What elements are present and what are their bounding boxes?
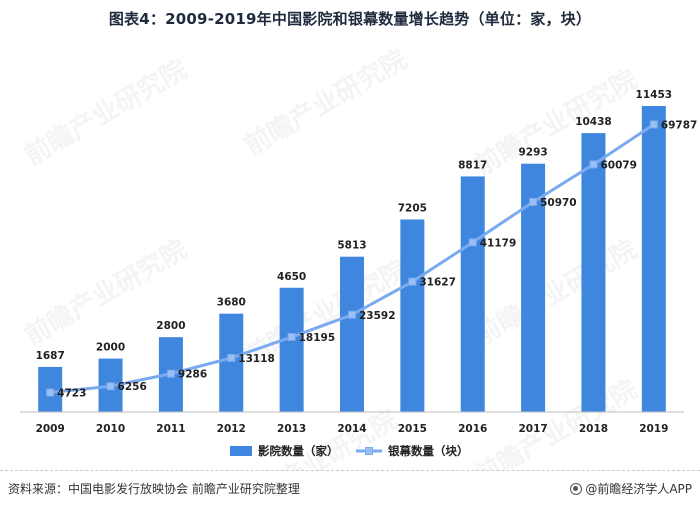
bar-value-label: 8817	[458, 159, 487, 171]
line-value-label: 60079	[600, 159, 637, 171]
screens-line-group	[46, 120, 658, 397]
screens-marker	[166, 369, 175, 378]
x-tick-label: 2009	[36, 423, 65, 435]
line-value-label: 50970	[540, 197, 577, 209]
x-tick-label: 2013	[277, 423, 306, 435]
legend: 影院数量（家） 银幕数量（块）	[230, 444, 469, 458]
bars-group	[38, 105, 666, 412]
legend-marker-screens	[365, 447, 373, 455]
line-value-label: 41179	[480, 237, 517, 249]
x-tick-label: 2019	[639, 423, 668, 435]
bar-cinemas	[581, 133, 606, 412]
screens-marker	[589, 160, 598, 169]
screens-marker	[287, 333, 296, 342]
chart-title: 图表4：2009-2019年中国影院和银幕数量增长趋势（单位：家，块）	[108, 10, 592, 28]
x-tick-label: 2018	[579, 423, 608, 435]
screens-marker	[348, 310, 356, 319]
watermark-text: 前瞻产业研究院	[469, 374, 642, 470]
watermark-text: 前瞻产业研究院	[19, 234, 192, 352]
line-value-label: 13118	[238, 353, 275, 365]
bar-value-label: 11453	[636, 89, 673, 101]
bar-value-label: 2000	[96, 342, 125, 354]
x-tick-label: 2010	[96, 423, 125, 435]
x-tick-label: 2012	[217, 423, 246, 435]
bar-value-label: 7205	[398, 202, 427, 214]
bar-value-label: 5813	[337, 240, 366, 252]
x-tick-label: 2017	[518, 423, 547, 435]
footer-divider	[0, 470, 700, 472]
source-note: 资料来源：中国电影发行放映协会 前瞻产业研究院整理	[8, 482, 300, 496]
watermark-text: 前瞻产业研究院	[19, 54, 192, 172]
bar-value-label: 1687	[36, 350, 65, 362]
bar-value-label: 4650	[277, 271, 306, 283]
line-value-label: 6256	[118, 381, 147, 393]
bar-value-label: 3680	[217, 297, 246, 309]
bar-cinemas	[340, 256, 364, 412]
screens-marker	[529, 197, 538, 206]
brand-logo-icon	[570, 482, 583, 495]
line-value-label: 23592	[359, 310, 396, 322]
line-labels-group: 4723 6256 9286 13118 18195 23592 31627 41179 509…	[57, 119, 697, 399]
legend-label-cinemas: 影院数量（家）	[258, 444, 339, 458]
bar-cinemas	[641, 105, 666, 412]
line-value-label: 18195	[299, 332, 336, 344]
watermark-text: 前瞻产业研究院	[229, 404, 402, 470]
bar-value-label: 9293	[518, 147, 547, 159]
brand-credit: @前瞻经济学人APP	[570, 480, 692, 497]
screens-marker	[408, 277, 417, 286]
x-tick-label: 2015	[398, 423, 427, 435]
legend-swatch-cinemas	[230, 446, 252, 456]
x-tick-label: 2011	[156, 423, 185, 435]
line-value-label: 4723	[57, 388, 86, 400]
footer: 资料来源：中国电影发行放映协会 前瞻产业研究院整理 @前瞻经济学人APP	[8, 480, 692, 497]
x-tick-label: 2016	[458, 423, 487, 435]
brand-text: @前瞻经济学人APP	[585, 482, 692, 496]
bar-labels-group: 1687 2000 2800 3680 4650 5813 7205 8817 9293 1043…	[36, 89, 673, 362]
screens-marker	[468, 238, 477, 247]
bar-cinemas	[460, 176, 485, 412]
watermark-text: 前瞻产业研究院	[239, 44, 412, 162]
x-tick-label: 2014	[337, 423, 366, 435]
bar-cinemas	[400, 219, 425, 412]
bar-value-label: 2800	[156, 320, 185, 332]
line-value-label: 9286	[178, 369, 207, 381]
screens-marker	[46, 388, 55, 397]
screens-marker	[106, 382, 115, 391]
bar-cinemas	[219, 313, 244, 412]
screens-marker	[227, 353, 236, 362]
x-tick-labels: 2009 2010 2011 2012 2013 2014 2015 2016 2017 2018…	[36, 423, 669, 435]
line-value-label: 69787	[661, 119, 698, 131]
legend-label-screens: 银幕数量（块）	[388, 444, 469, 458]
bar-value-label: 10438	[575, 116, 612, 128]
watermark-text: 前瞻产业研究院	[469, 234, 642, 352]
bar-cinemas	[279, 287, 304, 412]
screens-marker	[649, 120, 658, 129]
line-value-label: 31627	[419, 277, 456, 289]
